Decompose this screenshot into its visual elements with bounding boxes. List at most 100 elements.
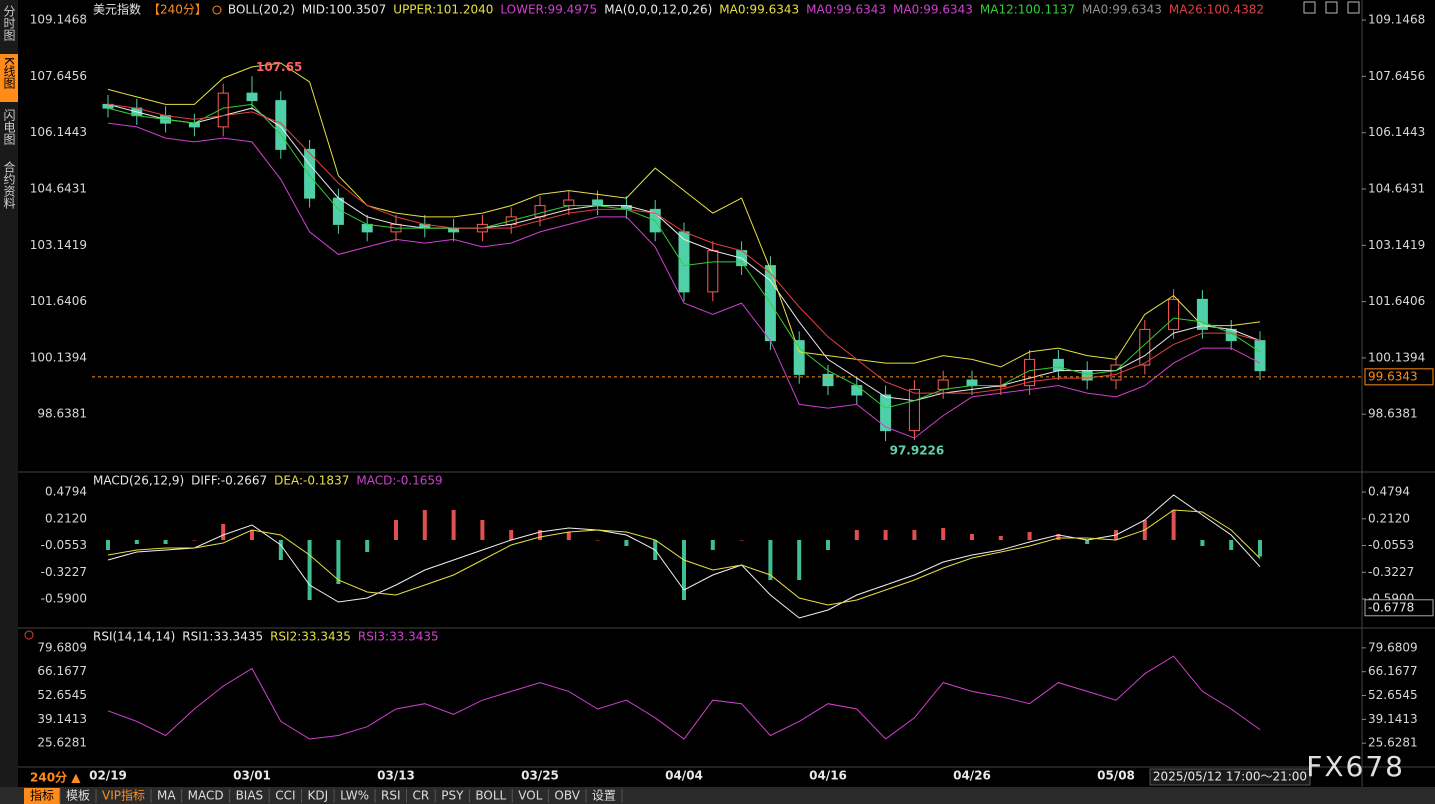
macd-bar [1085, 540, 1090, 544]
macd-bar [566, 532, 571, 540]
panel-title: 美元指数 [93, 2, 141, 17]
y-tick-label: 98.6381 [37, 407, 87, 421]
macd-bar [394, 520, 398, 540]
y-tick-label-right: 79.6809 [1368, 640, 1418, 654]
macd-bar [538, 530, 542, 540]
window-icon[interactable] [1325, 1, 1338, 14]
legend-entry: BOLL(20,2) [228, 3, 295, 17]
candle-body [1024, 358, 1036, 387]
last-price-box [1364, 368, 1434, 386]
window-icon[interactable] [1347, 1, 1360, 14]
y-tick-label-right: 52.6545 [1368, 688, 1418, 702]
toolbar-item[interactable]: BOLL [475, 789, 506, 803]
macd-bar [509, 530, 514, 540]
legend-entry: MACD:-0.1659 [356, 474, 442, 488]
macd-bar [365, 540, 370, 552]
candle-body [246, 92, 258, 102]
legend-entry: LOWER:99.4975 [500, 3, 597, 17]
toolbar-item-active [24, 788, 61, 804]
macd-bar [854, 530, 859, 540]
toolbar-item[interactable]: 设置 [592, 789, 616, 803]
macd-bar [826, 540, 830, 550]
candle-body [1196, 298, 1208, 330]
candle-body [448, 227, 460, 233]
toolbar-item[interactable]: VOL [518, 789, 542, 803]
low-label: 97.9226 [890, 444, 945, 458]
toolbar-item[interactable]: MA [157, 789, 176, 803]
toolbar-item[interactable]: PSY [441, 789, 464, 803]
x-tick-label: 03/25 [521, 769, 559, 783]
toolbar-item[interactable]: RSI [381, 789, 401, 803]
macd-bar [941, 528, 946, 540]
toolbar-item[interactable]: CR [413, 789, 430, 803]
macd-bar [422, 510, 427, 540]
candle-body [707, 250, 719, 293]
series-line [107, 62, 1261, 368]
x-tick-label: 05/08 [1097, 769, 1135, 783]
sidebar-tab[interactable]: 闪电图 [2, 109, 16, 145]
sidebar-tab[interactable]: 合约资料 [2, 160, 16, 209]
candle-body [217, 92, 229, 128]
toolbar-item[interactable]: MACD [188, 789, 224, 803]
y-tick-label-right: 39.1413 [1368, 712, 1418, 726]
toolbar-item[interactable]: KDJ [307, 789, 328, 803]
y-tick-label: 25.6281 [37, 736, 87, 750]
macd-bar [624, 540, 629, 546]
legend-entry: RSI1:33.3435 [182, 630, 263, 644]
toolbar-item[interactable]: OBV [554, 789, 580, 803]
legend-entry: MA0:99.6343 [1082, 3, 1162, 17]
time-range: 2025/05/12 17:00～21:00 [1153, 770, 1307, 784]
y-tick-label-right: 25.6281 [1368, 736, 1418, 750]
macd-bar [336, 540, 341, 584]
panel-subtitle: 【240分】 [148, 3, 207, 17]
legend-entry: MA12:100.1137 [980, 3, 1075, 17]
toolbar-item[interactable]: CCI [275, 789, 295, 803]
window-icon[interactable] [1303, 1, 1316, 14]
period-label[interactable]: 240分 ▲ [30, 770, 81, 785]
candle-body [304, 148, 316, 199]
add-icon[interactable] [212, 5, 222, 15]
series-line [107, 494, 1261, 619]
sidebar-tab[interactable]: K线图 [2, 57, 16, 89]
candle-body [822, 373, 834, 387]
y-tick-label-right: 0.2120 [1368, 511, 1410, 525]
x-tick-label: 04/26 [953, 769, 991, 783]
macd-bar [307, 540, 312, 600]
legend-entry: MA0:99.6343 [806, 3, 886, 17]
y-tick-label: 107.6456 [30, 69, 87, 83]
candle-body [793, 340, 805, 375]
toolbar-item[interactable]: 指标 [30, 788, 54, 803]
toolbar-item[interactable]: BIAS [236, 789, 264, 803]
toolbar-item[interactable]: VIP指标 [102, 788, 145, 803]
y-tick-label: 79.6809 [37, 640, 87, 654]
candle-body [188, 122, 200, 128]
candle-body [1052, 358, 1064, 372]
toolbar-item[interactable]: LW% [340, 789, 369, 803]
macd-bar [797, 540, 802, 580]
legend-entry: RSI2:33.3435 [270, 630, 351, 644]
legend-entry: DEA:-0.1837 [274, 474, 349, 488]
y-tick-label: -0.5900 [41, 592, 87, 606]
y-tick-label-right: 101.6406 [1368, 294, 1425, 308]
y-tick-label-right: 66.1677 [1368, 664, 1418, 678]
macd-bar [192, 540, 197, 541]
x-tick-label: 02/19 [89, 769, 127, 783]
candle-body [908, 388, 920, 432]
x-tick-label: 03/01 [233, 769, 271, 783]
legend-entry: DIFF:-0.2667 [191, 474, 267, 488]
macd-bar [883, 530, 888, 540]
candle-body [275, 100, 287, 150]
series-line [107, 103, 1261, 402]
y-tick-label-right: -0.3227 [1368, 565, 1414, 579]
y-tick-label: -0.3227 [41, 565, 87, 579]
sidebar-tab[interactable]: 分时图 [2, 5, 16, 41]
y-tick-label: 39.1413 [37, 712, 87, 726]
rsi-icon[interactable] [24, 630, 34, 640]
toolbar-item[interactable]: 模板 [66, 789, 90, 803]
series-line [107, 103, 1261, 409]
candle-body [880, 394, 892, 432]
candle-body [592, 199, 604, 207]
macd-bar [451, 510, 456, 540]
y-tick-label: 106.1443 [30, 125, 87, 139]
